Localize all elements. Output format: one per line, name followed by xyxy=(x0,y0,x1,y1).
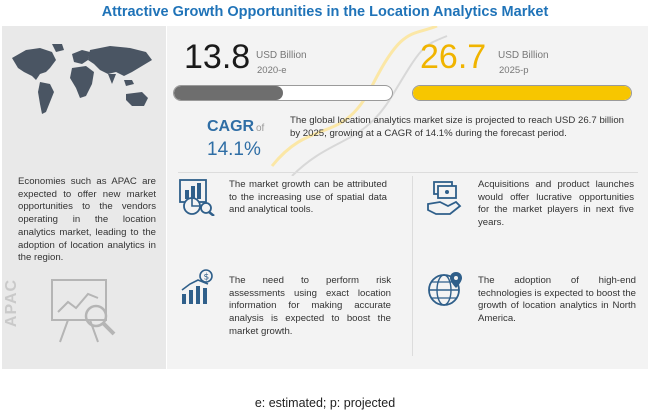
section-divider xyxy=(178,172,638,173)
start-value-bar-fill xyxy=(174,86,283,100)
start-value-bar xyxy=(173,85,393,101)
cagr-value: 14.1% xyxy=(207,139,261,160)
risk-assessment-icon: $ xyxy=(181,269,213,304)
acquisitions-icon xyxy=(427,181,462,215)
infographic-title: Attractive Growth Opportunities in the L… xyxy=(101,4,549,20)
start-value-block: 13.8 xyxy=(184,40,250,74)
cagr-of: of xyxy=(256,123,265,134)
start-year: 2020-e xyxy=(257,65,287,76)
feature-text-acquisitions: Acquisitions and product launches would … xyxy=(478,179,634,229)
globe-location-icon xyxy=(428,272,462,306)
end-value-bar xyxy=(412,85,632,101)
market-summary: The global location analytics market siz… xyxy=(290,115,624,139)
end-value-bar-fill xyxy=(413,86,631,100)
world-map-icon xyxy=(12,44,152,114)
feature-text-spatial-data: The market growth can be attributed to t… xyxy=(229,179,387,216)
infographic-panel: Economies such as APAC are expected to o… xyxy=(2,26,648,369)
apac-description: Economies such as APAC are expected to o… xyxy=(18,176,156,264)
end-unit: USD Billion xyxy=(498,50,549,61)
apac-panel: Economies such as APAC are expected to o… xyxy=(2,26,166,369)
end-value-block: 26.7 xyxy=(420,40,486,74)
apac-label: APAC xyxy=(3,278,21,328)
end-value: 26.7 xyxy=(420,38,487,76)
feature-text-globe: The adoption of high-end technologies is… xyxy=(478,275,636,325)
end-year: 2025-p xyxy=(499,65,529,76)
panel-divider xyxy=(166,26,167,369)
cagr-label: CAGR xyxy=(207,118,255,135)
feature-text-risk-assessment: The need to perform risk assessments usi… xyxy=(229,275,391,337)
board-analytics-icon xyxy=(51,279,116,343)
column-divider xyxy=(412,176,413,356)
svg-text:$: $ xyxy=(204,273,210,283)
start-value: 13.8 xyxy=(184,38,251,76)
spatial-data-icon xyxy=(179,179,215,216)
start-unit: USD Billion xyxy=(256,50,307,61)
footnote: e: estimated; p: projected xyxy=(254,396,396,410)
